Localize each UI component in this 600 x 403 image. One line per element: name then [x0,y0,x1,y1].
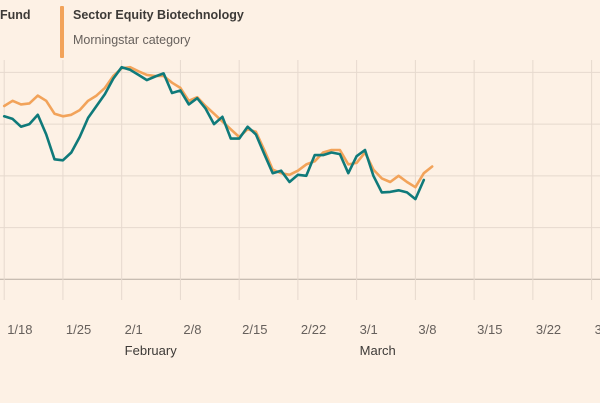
legend-category-swatch [60,6,64,58]
x-tick-label: 3/22 [536,322,561,337]
series-lines [2,65,434,201]
category-line [2,65,434,189]
fund-line [2,65,426,201]
x-tick-label: 2/8 [183,322,201,337]
legend-category-label: Sector Equity Biotechnology [73,8,244,22]
x-month-label: February [125,343,178,358]
x-tick-label: 1/18 [7,322,32,337]
x-month-label: March [360,343,396,358]
legend-category-sublabel: Morningstar category [73,33,191,47]
vertical-gridlines [3,60,593,300]
x-axis-tick-labels: 1/18 1/25 2/1 2/8 2/15 2/22 3/1 3/8 3/15 3/22 3/2 [7,322,600,337]
x-tick-label: 3/15 [477,322,502,337]
x-tick-label: 3/8 [418,322,436,337]
x-tick-label: 2/1 [125,322,143,337]
x-axis-month-labels: February March [125,343,396,358]
x-tick-label: 1/25 [66,322,91,337]
x-tick-label: 2/15 [242,322,267,337]
horizontal-gridlines [0,71,600,280]
x-tick-label: 3/2 [595,322,600,337]
x-tick-label: 2/22 [301,322,326,337]
x-tick-label: 3/1 [360,322,378,337]
legend-fund-label: Fund [0,8,31,22]
